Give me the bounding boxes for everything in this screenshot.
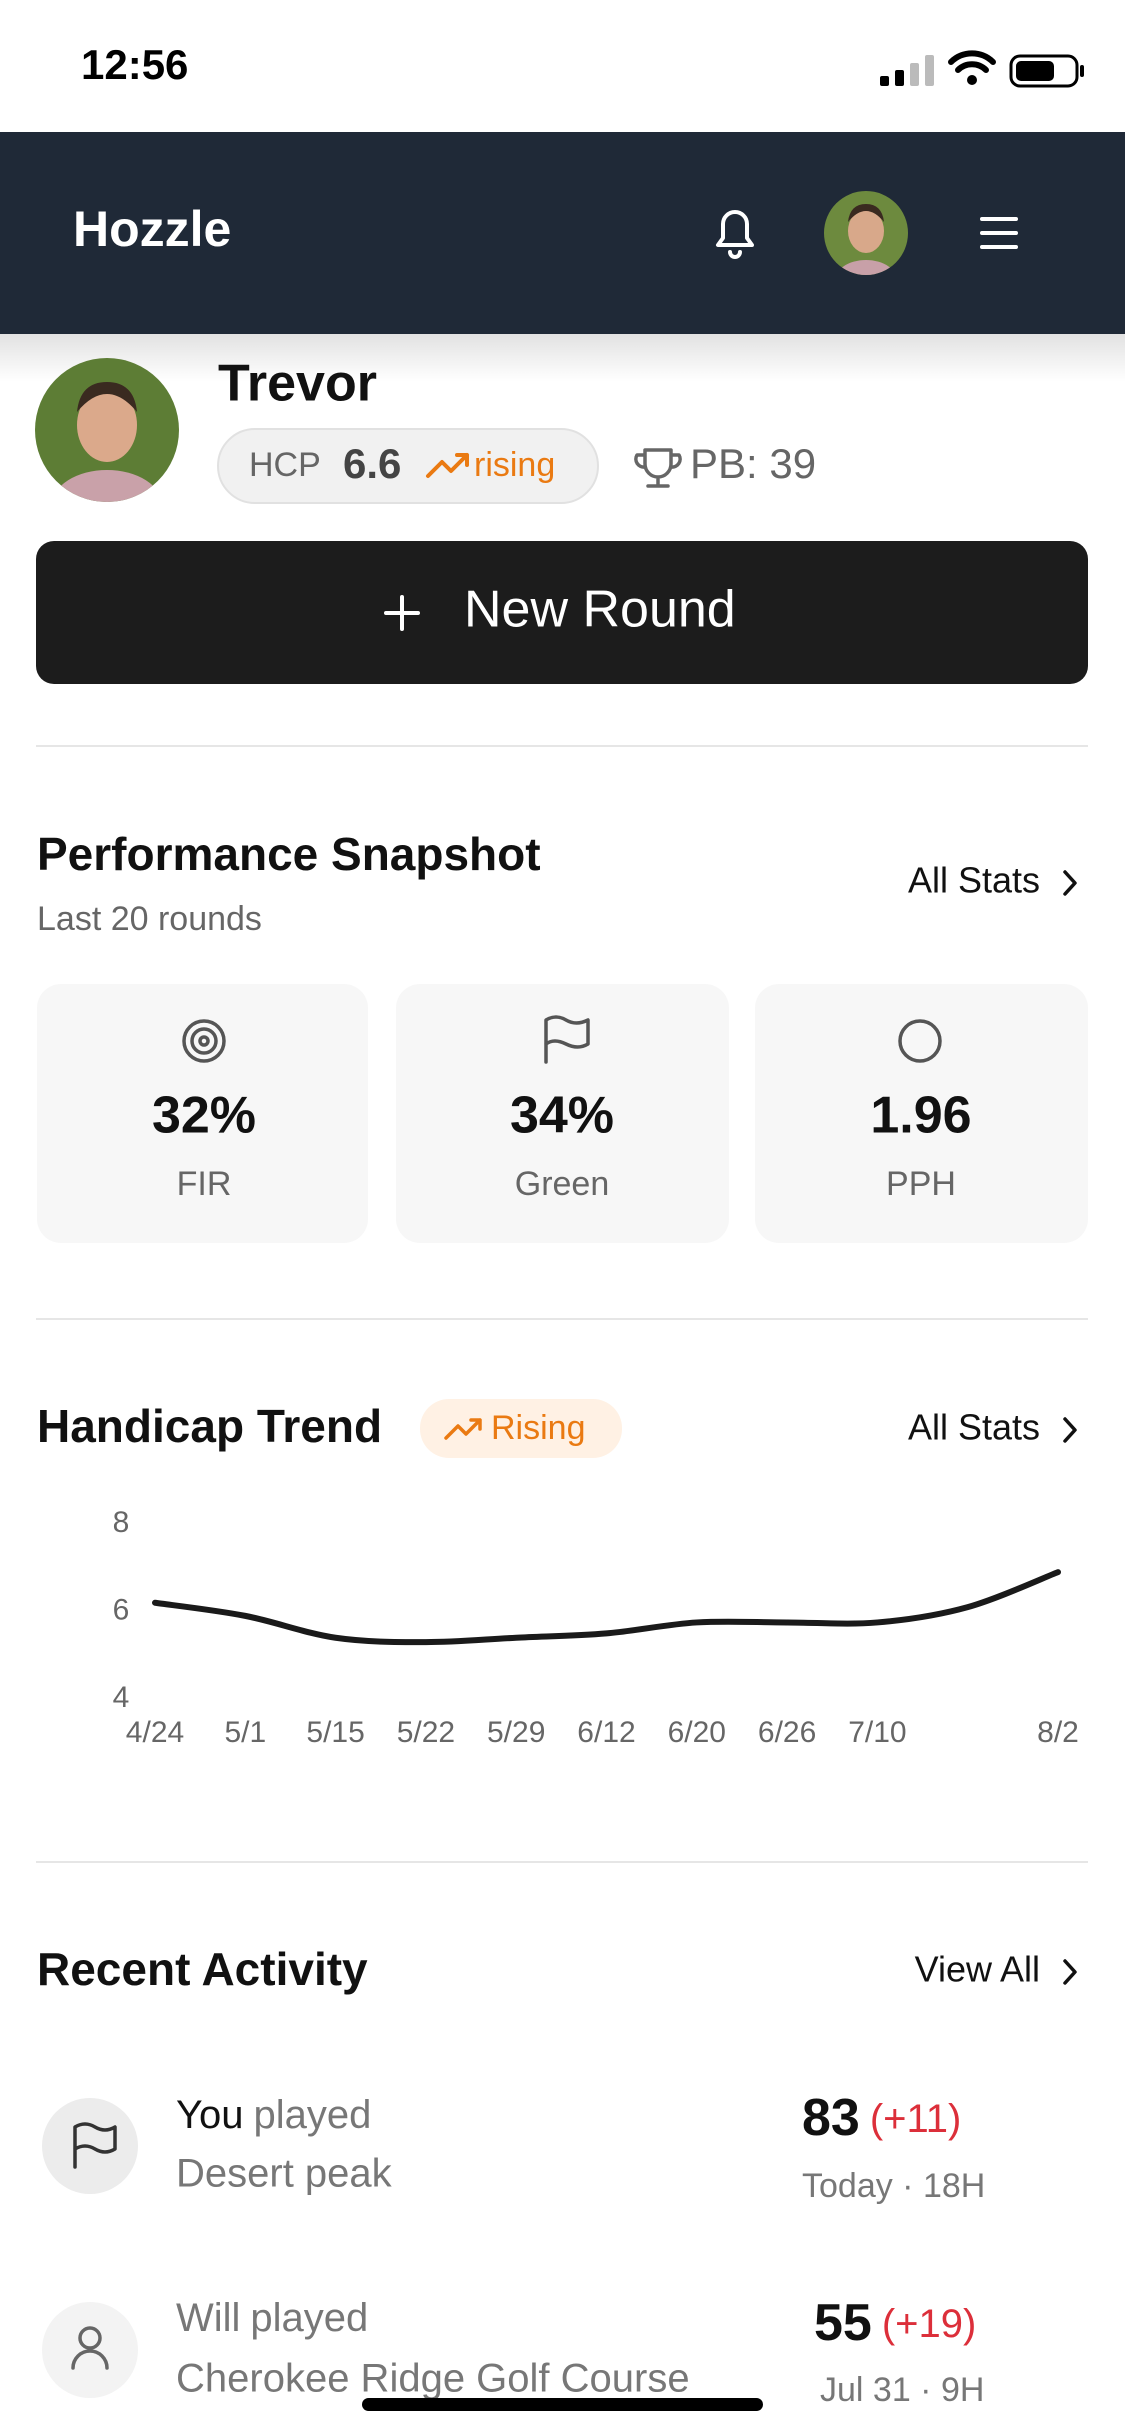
trend-badge-label: Rising <box>491 1409 585 1447</box>
section-title: Recent Activity <box>37 1943 368 1995</box>
x-tick-label: 6/12 <box>577 1716 635 1749</box>
activity-course: Cherokee Ridge Golf Course <box>176 2357 690 2401</box>
section-title: Handicap Trend <box>37 1400 382 1452</box>
all-stats-link[interactable]: All Stats <box>908 1407 1040 1448</box>
chevron <box>1063 1417 1077 1443</box>
stat-card <box>755 984 1088 1243</box>
hcp-label: HCP <box>249 446 321 484</box>
y-tick-label: 8 <box>113 1506 130 1539</box>
score: 55 <box>814 2294 872 2352</box>
hcp-value: 6.6 <box>343 440 401 487</box>
handicap-chart: 4 6 8 4/24 5/1 5/15 5/22 5/29 6/12 6/20 6/26 7/10 8/… <box>113 1506 1079 1749</box>
activity-actor: You <box>176 2093 244 2137</box>
stat-card <box>396 984 729 1243</box>
x-tick-label: 4/24 <box>126 1716 184 1749</box>
trend-badge <box>420 1399 622 1458</box>
nav-shadow <box>0 332 1125 382</box>
x-tick-label: 8/2 <box>1037 1716 1079 1749</box>
profile-name: Trevor <box>218 355 377 413</box>
activity-score: 83 (+11) <box>802 2089 961 2147</box>
score-diff: (+11) <box>870 2097 962 2141</box>
trend-icon <box>444 1418 482 1440</box>
all-stats-link[interactable]: All Stats <box>908 860 1040 901</box>
x-tick-label: 5/15 <box>306 1716 364 1749</box>
plus-icon <box>384 595 420 631</box>
bell-icon[interactable] <box>716 210 754 259</box>
activity-verb: played <box>250 2296 368 2340</box>
flag-icon <box>544 1015 590 1064</box>
activity-actor: Will <box>176 2296 240 2340</box>
trophy-icon <box>634 448 682 488</box>
activity-course: Desert peak <box>176 2152 393 2196</box>
stat-label: Green <box>515 1165 610 1203</box>
nav-bar <box>0 132 1125 334</box>
activity-title[interactable]: Will played <box>176 2296 368 2340</box>
trend-line <box>152 1569 1061 1646</box>
new-round-label: New Round <box>464 581 736 639</box>
activity-meta: Today · 18H <box>802 2167 985 2205</box>
activity-title[interactable]: You played <box>176 2093 371 2137</box>
circle-icon <box>898 1019 942 1063</box>
stat-card <box>37 984 368 1243</box>
x-tick-label: 6/20 <box>668 1716 726 1749</box>
new-round-button[interactable] <box>36 541 1088 684</box>
y-tick-label: 6 <box>113 1593 130 1626</box>
status-icons <box>880 50 1084 88</box>
section-title: Performance Snapshot <box>37 828 541 880</box>
trend-icon <box>426 453 469 478</box>
stat-value: 34% <box>510 1087 614 1145</box>
y-tick-label: 4 <box>113 1681 130 1714</box>
chevron <box>1063 1959 1077 1985</box>
flag-icon <box>73 2122 117 2169</box>
activity-score: 55 (+19) <box>814 2294 976 2352</box>
menu-icon[interactable] <box>980 217 1018 249</box>
hcp-trend: rising <box>474 446 555 484</box>
activity-meta: Jul 31 · 9H <box>820 2371 984 2409</box>
section-subtitle: Last 20 rounds <box>37 900 262 938</box>
stat-label: FIR <box>177 1165 232 1203</box>
stat-label: PPH <box>886 1165 956 1203</box>
x-tick-label: 5/1 <box>224 1716 266 1749</box>
x-tick-label: 6/26 <box>758 1716 816 1749</box>
x-tick-label: 5/29 <box>487 1716 545 1749</box>
score-diff: (+19) <box>882 2302 977 2346</box>
activity-verb: played <box>254 2093 372 2137</box>
x-tick-label: 5/22 <box>397 1716 455 1749</box>
score: 83 <box>802 2089 860 2147</box>
stat-value: 32% <box>152 1087 256 1145</box>
brand[interactable]: Hozzle <box>73 201 231 257</box>
home-indicator <box>362 2398 763 2411</box>
personal-best: PB: 39 <box>690 440 816 487</box>
x-tick-label: 7/10 <box>848 1716 906 1749</box>
hcp-pill <box>217 428 599 504</box>
view-all-link[interactable]: View All <box>915 1949 1040 1990</box>
user-icon <box>71 2326 109 2370</box>
stat-value: 1.96 <box>870 1087 971 1145</box>
profile-avatar <box>35 358 179 502</box>
target-icon <box>182 1019 226 1063</box>
chevron <box>1063 870 1077 896</box>
nav-avatar[interactable] <box>820 188 912 304</box>
status-time: 12:56 <box>81 41 188 88</box>
